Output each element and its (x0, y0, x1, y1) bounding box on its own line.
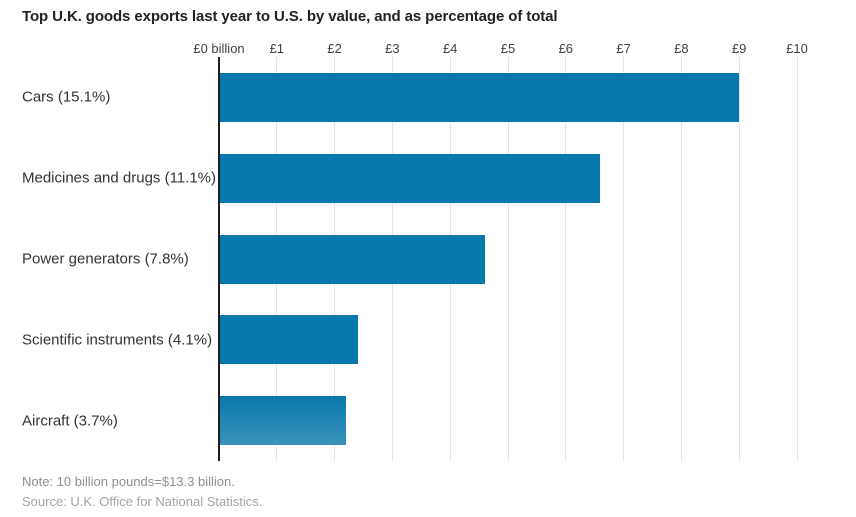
category-label: Medicines and drugs (11.1%) (22, 169, 216, 187)
x-tick-label: £8 (674, 41, 689, 56)
category-label: Scientific instruments (4.1%) (22, 331, 213, 349)
gridline (507, 57, 509, 461)
x-tick-label: £4 (442, 41, 458, 56)
bar-power[interactable] (220, 234, 485, 284)
bar-aircraft[interactable] (220, 396, 347, 446)
bar-cars[interactable] (220, 72, 740, 122)
chart-title: Top U.K. goods exports last year to U.S.… (22, 8, 558, 25)
x-tick-label: £9 (731, 41, 747, 56)
x-tick-label: £10 (786, 41, 808, 56)
plot-area (218, 57, 798, 461)
gridline (680, 57, 682, 461)
category-label: Aircraft (3.7%) (22, 412, 118, 430)
x-tick-label: £5 (500, 41, 516, 56)
category-label: Power generators (7.8%) (22, 250, 189, 268)
gridline (796, 57, 798, 461)
x-tick-label: £3 (385, 41, 400, 56)
gridline (738, 57, 740, 461)
gridline (623, 57, 625, 461)
x-tick-label: £7 (616, 41, 631, 56)
bar-scientific[interactable] (220, 315, 358, 365)
x-tick-label: £2 (327, 41, 342, 56)
x-tick-label: £1 (269, 41, 285, 56)
gridline (565, 57, 567, 461)
bar-medicines[interactable] (220, 153, 601, 203)
y-axis-line (218, 57, 220, 461)
x-tick-label: £6 (558, 41, 574, 56)
chart-source: Source: U.K. Office for National Statist… (22, 494, 263, 509)
category-label: Cars (15.1%) (22, 88, 111, 106)
x-tick-label: £0 billion (193, 41, 245, 56)
chart-note: Note: 10 billion pounds=$13.3 billion. (22, 474, 235, 489)
